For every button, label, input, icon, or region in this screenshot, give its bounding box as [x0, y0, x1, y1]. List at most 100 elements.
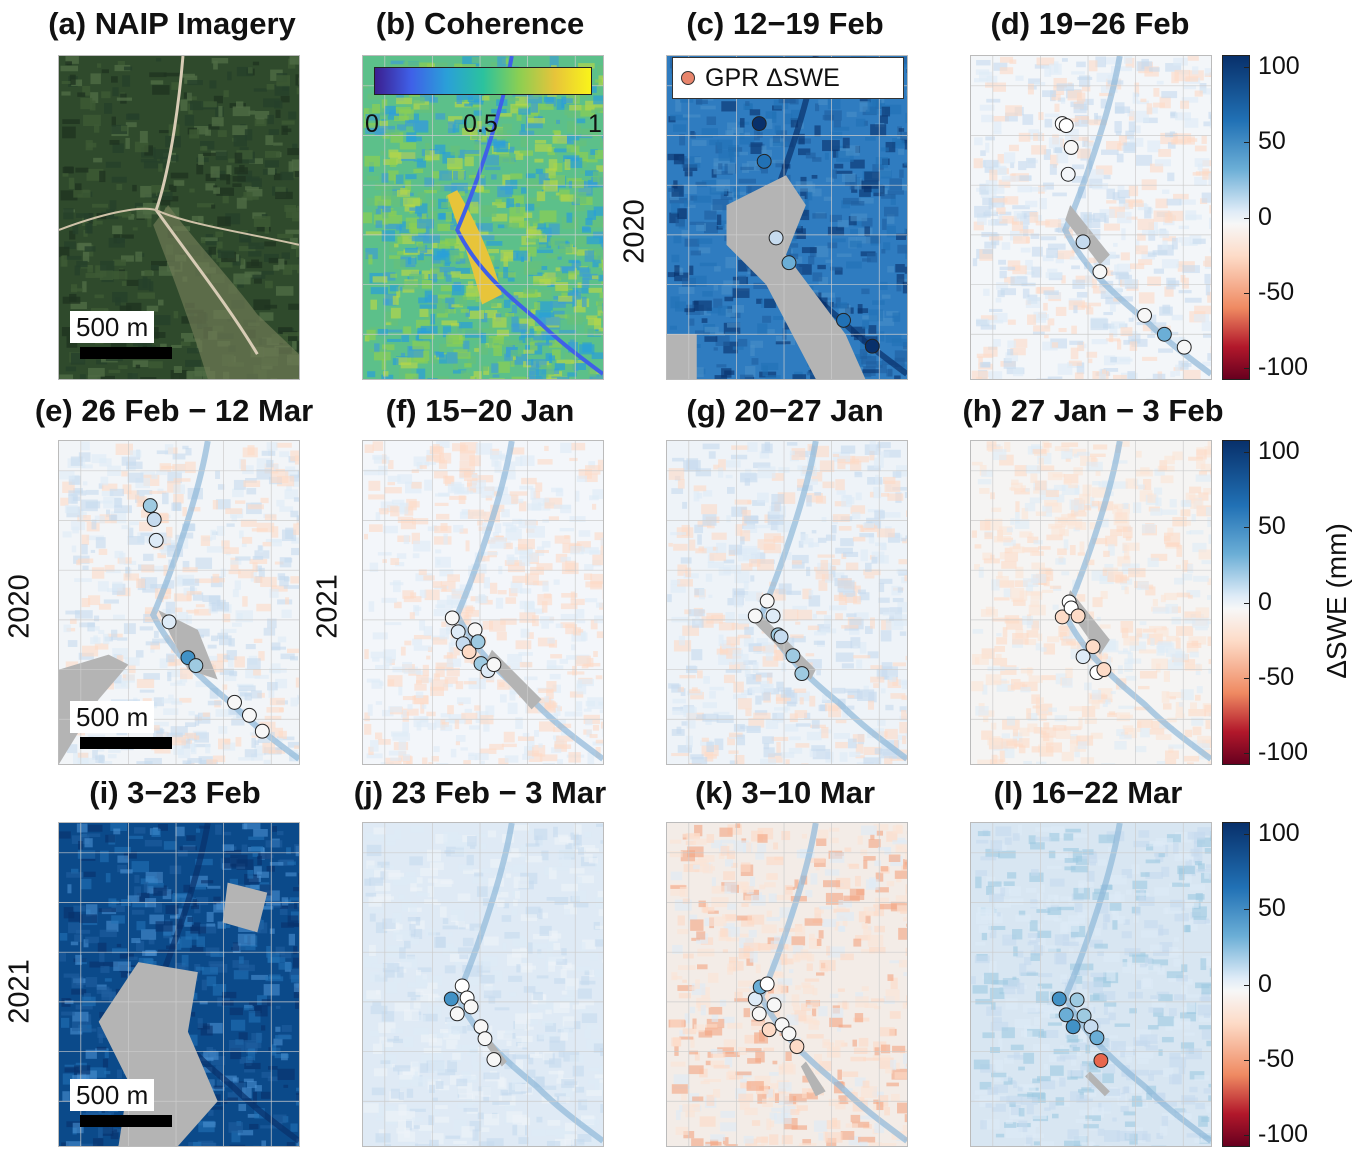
map-texture: [261, 214, 268, 218]
map-texture: [1063, 726, 1082, 731]
map-texture: [559, 243, 573, 254]
map-texture: [272, 539, 282, 547]
map-texture: [1086, 461, 1103, 472]
map-texture: [372, 103, 380, 114]
map-texture: [209, 80, 217, 89]
map-texture: [1175, 701, 1184, 714]
map-texture: [367, 371, 376, 378]
map-texture: [526, 237, 539, 243]
map-texture: [837, 302, 848, 309]
map-texture: [200, 535, 211, 546]
map-texture: [1038, 457, 1044, 466]
map-texture: [1121, 228, 1126, 241]
map-texture: [597, 306, 603, 316]
map-texture: [533, 729, 539, 737]
map-texture: [744, 478, 751, 486]
map-texture: [984, 518, 1003, 531]
map-texture: [523, 268, 538, 275]
map-texture: [1151, 658, 1168, 670]
map-texture: [216, 241, 223, 249]
map-texture: [82, 85, 91, 96]
map-texture: [375, 220, 383, 228]
map-texture: [1082, 136, 1089, 147]
map-texture: [451, 182, 468, 194]
map-texture: [582, 273, 598, 281]
map-texture: [127, 490, 140, 500]
map-texture: [494, 153, 511, 159]
map-texture: [573, 125, 581, 136]
map-texture: [1130, 263, 1145, 270]
map-texture: [838, 304, 851, 315]
map-texture: [837, 580, 855, 593]
map-texture: [585, 719, 593, 726]
map-texture: [580, 170, 586, 174]
map-texture: [165, 601, 176, 614]
map-texture: [254, 740, 259, 746]
map-texture: [1073, 305, 1078, 314]
map-texture: [389, 255, 401, 259]
map-texture: [774, 125, 781, 134]
map-texture: [495, 597, 504, 609]
map-texture: [681, 230, 688, 238]
map-texture: [85, 489, 99, 495]
map-texture: [590, 217, 603, 228]
map-texture: [1073, 103, 1087, 114]
map-texture: [734, 571, 750, 584]
map-texture: [98, 483, 104, 489]
map-texture: [815, 495, 827, 504]
map-texture: [218, 635, 232, 646]
map-texture: [1023, 760, 1032, 764]
map-texture: [248, 158, 264, 164]
map-texture: [1096, 616, 1101, 622]
map-texture: [281, 529, 297, 542]
map-texture: [1137, 100, 1150, 105]
map-texture: [1158, 348, 1174, 353]
map-texture: [600, 138, 603, 148]
map-texture: [864, 562, 872, 572]
map-texture: [450, 323, 461, 327]
map-texture: [1069, 499, 1085, 510]
map-texture: [812, 213, 827, 219]
map-texture: [1013, 211, 1024, 222]
map-texture: [905, 655, 907, 661]
map-texture: [1076, 98, 1094, 106]
map-texture: [588, 366, 597, 377]
map-texture: [464, 156, 474, 167]
map-texture: [281, 125, 288, 135]
map-texture: [440, 719, 446, 730]
map-texture: [670, 579, 681, 585]
map-texture: [233, 273, 251, 285]
meadow: [153, 205, 299, 379]
map-texture: [838, 591, 856, 597]
map-texture: [983, 288, 990, 296]
map-texture: [569, 691, 584, 698]
map-texture: [811, 530, 817, 534]
map-texture: [777, 687, 792, 692]
map-texture: [998, 259, 1007, 265]
map-texture: [990, 554, 995, 560]
map-texture: [530, 566, 544, 575]
map-texture: [701, 180, 718, 186]
map-texture: [398, 751, 407, 762]
map-texture: [503, 256, 509, 267]
map-texture: [1175, 564, 1181, 569]
map-texture: [97, 63, 102, 68]
map-texture: [835, 720, 847, 724]
map-texture: [570, 545, 584, 555]
map-texture: [685, 567, 692, 578]
map-texture: [896, 568, 907, 574]
map-texture: [211, 602, 230, 612]
map-texture: [112, 581, 123, 591]
map-texture: [792, 554, 809, 564]
map-texture: [849, 240, 862, 248]
map-texture: [1117, 263, 1132, 272]
map-texture: [812, 157, 822, 162]
map-texture: [534, 158, 544, 163]
map-texture: [1169, 331, 1179, 336]
map-texture: [590, 573, 603, 585]
map-texture: [70, 520, 86, 531]
map-texture: [1015, 75, 1024, 81]
map-texture: [808, 255, 815, 265]
map-texture: [757, 492, 769, 503]
map-texture: [515, 717, 523, 729]
